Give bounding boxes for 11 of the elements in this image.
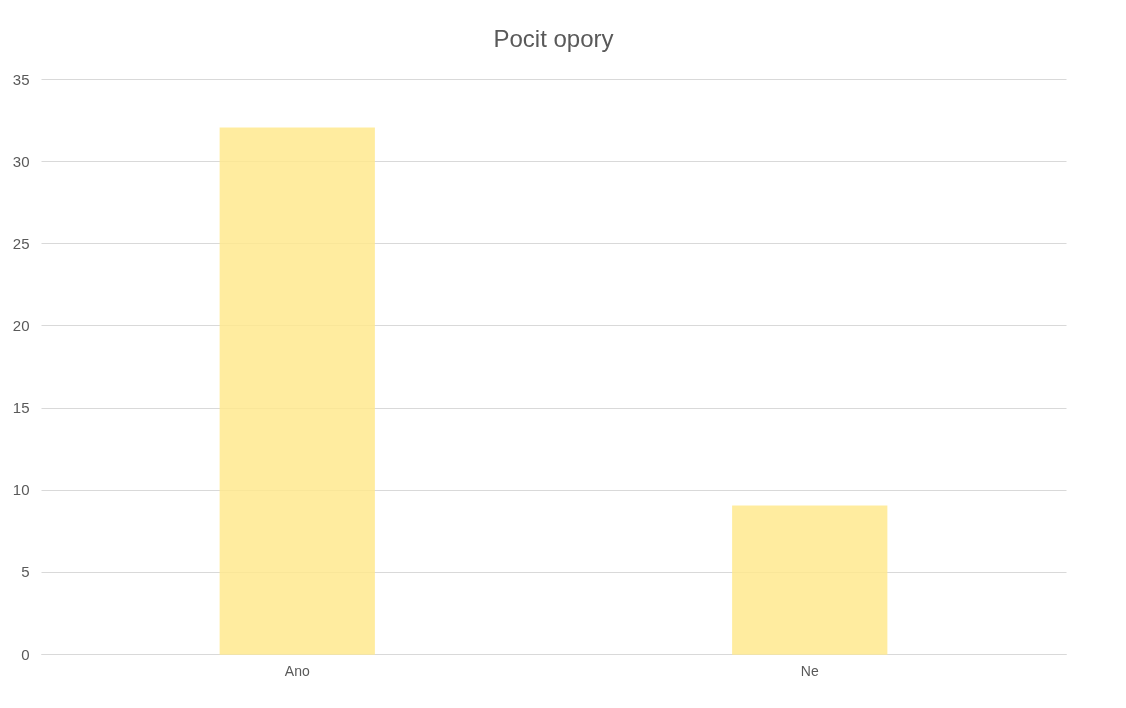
y-tick-label: 35: [12, 70, 30, 88]
x-tick-label: Ne: [800, 662, 819, 679]
y-tick-label: 20: [12, 316, 30, 334]
y-tick-label: 5: [21, 563, 30, 581]
x-tick-label: Ano: [284, 662, 310, 679]
y-tick-label: 15: [12, 399, 30, 417]
y-tick-label: 0: [21, 645, 30, 663]
chart-title: Pocit opory: [493, 25, 614, 52]
y-tick-label: 25: [12, 234, 30, 252]
y-tick-label: 10: [12, 481, 30, 499]
y-tick-label: 30: [12, 152, 30, 170]
